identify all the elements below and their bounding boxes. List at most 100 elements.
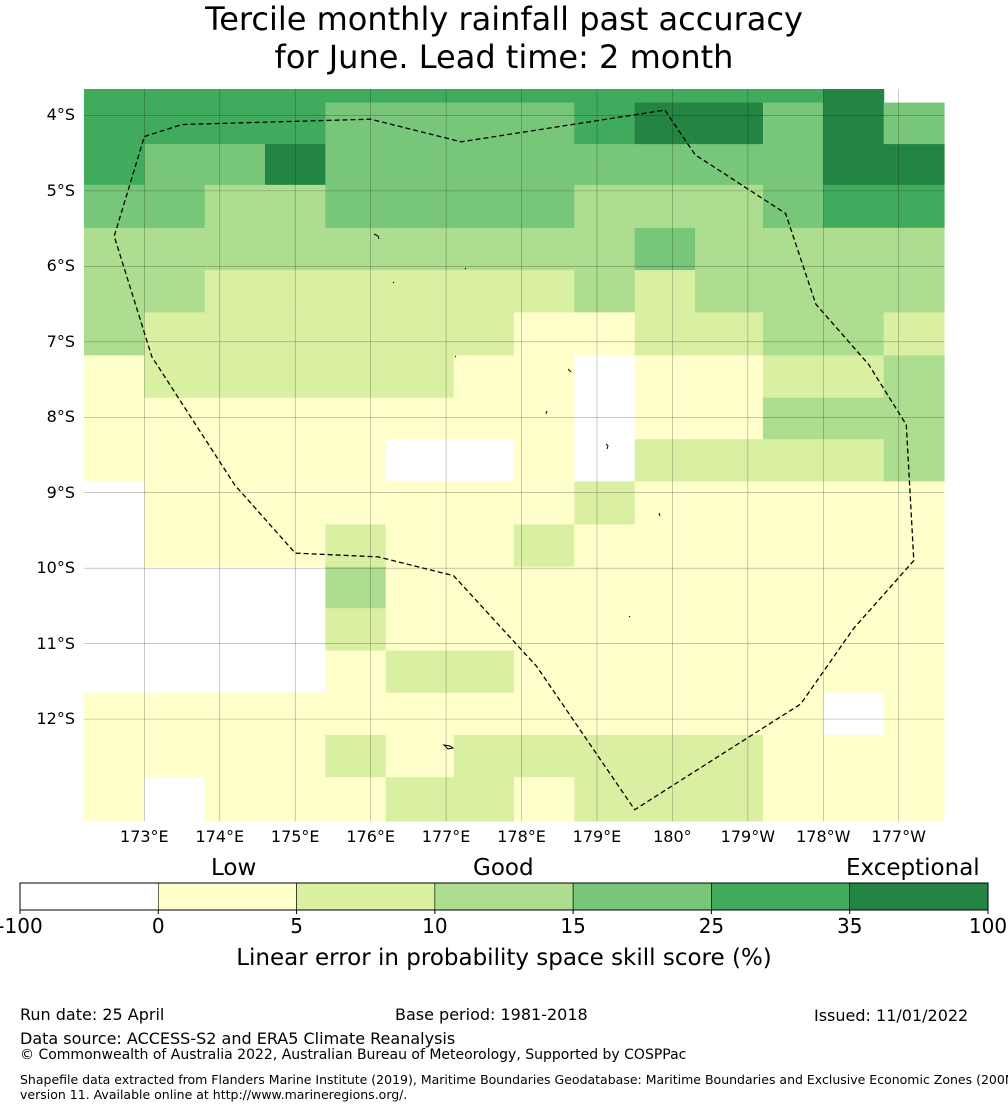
skill-cell (453, 355, 515, 399)
latitude-label: 10°S (36, 558, 75, 578)
skill-cell (265, 227, 327, 271)
skill-cell (883, 608, 945, 652)
category-label-low: Low (211, 855, 257, 881)
skill-cell (762, 566, 824, 609)
skill-cell (325, 397, 387, 440)
skill-cell (695, 734, 764, 778)
longitude-label: 178°E (497, 827, 546, 846)
skill-cell (762, 524, 824, 568)
skill-cell (144, 524, 206, 568)
skill-cell (385, 439, 455, 483)
skill-cell (265, 439, 327, 483)
skill-cell (574, 102, 636, 145)
skill-cell (144, 439, 206, 483)
skill-cell (634, 102, 696, 145)
skill-cell (634, 524, 696, 568)
skill-cell (883, 777, 945, 822)
skill-cell (385, 650, 455, 694)
colorbar-segment (434, 882, 574, 911)
skill-cell (823, 650, 885, 694)
skill-cell (634, 692, 696, 736)
skill-cell (453, 439, 515, 483)
skill-cell (823, 608, 885, 652)
skill-cell (883, 692, 945, 736)
skill-cell (204, 312, 266, 356)
skill-cell (695, 102, 764, 145)
skill-cell (265, 777, 327, 822)
skill-cell (634, 89, 696, 104)
latitude-label: 11°S (36, 633, 75, 653)
skill-cell (695, 650, 764, 694)
skill-cell (574, 777, 636, 822)
skill-cell (144, 184, 206, 229)
colorbar-tick-label: 35 (836, 914, 863, 938)
colorbar-tick-label: -100 (0, 914, 43, 938)
skill-cell (823, 524, 885, 568)
longitude-label: 180° (653, 827, 692, 846)
skill-cell (762, 481, 824, 526)
skill-cell (514, 524, 575, 568)
skill-cell (84, 481, 145, 526)
skill-cell (385, 312, 455, 356)
skill-cell (453, 777, 515, 822)
skill-cell (823, 355, 885, 399)
skill-cell (574, 89, 636, 104)
skill-cell (385, 777, 455, 822)
skill-cell (204, 184, 266, 229)
skill-cell (453, 89, 515, 104)
skill-cell (453, 608, 515, 652)
skill-cell (762, 355, 824, 399)
skill-cell (695, 692, 764, 736)
skill-cell (514, 734, 575, 778)
skill-cell (574, 692, 636, 736)
longitude-label: 174°E (195, 827, 245, 846)
skill-cell (144, 227, 206, 271)
graticule-lines (84, 89, 944, 821)
skill-cell (574, 397, 636, 440)
skill-cell (84, 692, 145, 736)
skill-cell (385, 184, 455, 229)
skill-cell (265, 481, 327, 526)
skill-cell (144, 566, 206, 609)
skill-cell (514, 777, 575, 822)
skill-cell (84, 89, 145, 104)
skill-cell (325, 312, 387, 356)
skill-cell (823, 439, 885, 483)
skill-cell (385, 566, 455, 609)
skill-cell (385, 608, 455, 652)
skill-cell (762, 734, 824, 778)
colorbar (19, 882, 989, 914)
skill-cell (453, 650, 515, 694)
skill-cell (144, 397, 206, 440)
skill-cell (84, 144, 145, 186)
skill-cell (574, 524, 636, 568)
skill-cell (883, 227, 945, 271)
skill-cell (762, 397, 824, 440)
skill-cell (84, 102, 145, 145)
skill-cell (634, 777, 696, 822)
skill-cell (514, 397, 575, 440)
skill-cell (84, 650, 145, 694)
skill-cell (385, 227, 455, 271)
skill-cell (695, 439, 764, 483)
skill-cell (325, 227, 387, 271)
skill-cell (325, 439, 387, 483)
skill-cell (574, 650, 636, 694)
latitude-label: 8°S (46, 407, 75, 427)
skill-cell (514, 270, 575, 313)
longitude-label: 179°W (720, 827, 776, 846)
skill-cell (204, 439, 266, 483)
island-outlines (373, 233, 661, 750)
skill-cell (695, 270, 764, 313)
skill-cell (823, 89, 885, 104)
category-label-exceptional: Exceptional (846, 855, 980, 881)
skill-cell (325, 608, 387, 652)
skill-cell (385, 144, 455, 186)
skill-cell (762, 312, 824, 356)
skill-cell (265, 608, 327, 652)
skill-cell (823, 397, 885, 440)
skill-cell (514, 312, 575, 356)
skill-cell (144, 481, 206, 526)
colorbar-tick-label: 0 (151, 914, 165, 938)
skill-cell (265, 144, 327, 186)
